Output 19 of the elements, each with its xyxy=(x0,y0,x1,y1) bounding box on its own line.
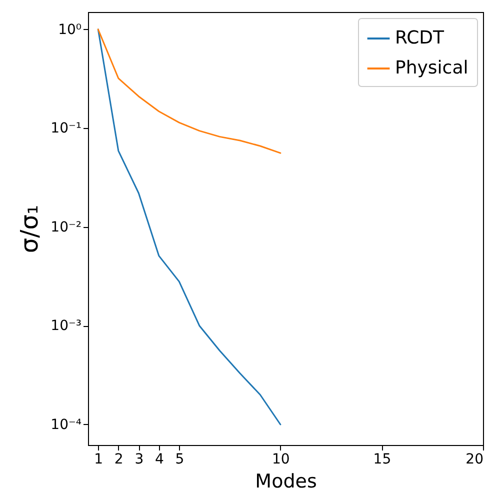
x-tick-label: 15 xyxy=(373,452,392,468)
legend-label: Physical xyxy=(395,58,468,78)
x-axis-title: Modes xyxy=(255,470,317,492)
legend-label: RCDT xyxy=(395,28,446,48)
x-tick-label: 2 xyxy=(114,452,124,468)
x-tick-label: 1 xyxy=(94,452,104,468)
line-series xyxy=(97,28,282,426)
line-series xyxy=(97,28,282,154)
y-tick-label: 10⁻³ xyxy=(50,318,82,334)
y-axis-title: σ/σ₁ xyxy=(16,204,44,254)
x-tick-label: 4 xyxy=(154,452,164,468)
x-tick-label: 10 xyxy=(272,452,290,468)
x-tick-label: 20 xyxy=(466,452,484,468)
y-tick-label: 10⁻² xyxy=(50,219,82,236)
y-tick-label: 10⁰ xyxy=(58,22,82,38)
x-tick-label: 3 xyxy=(134,452,144,468)
x-tick-label: 5 xyxy=(175,452,184,468)
y-tick-label: 10⁻⁴ xyxy=(50,416,82,433)
y-tick-label: 10⁻¹ xyxy=(50,120,82,137)
